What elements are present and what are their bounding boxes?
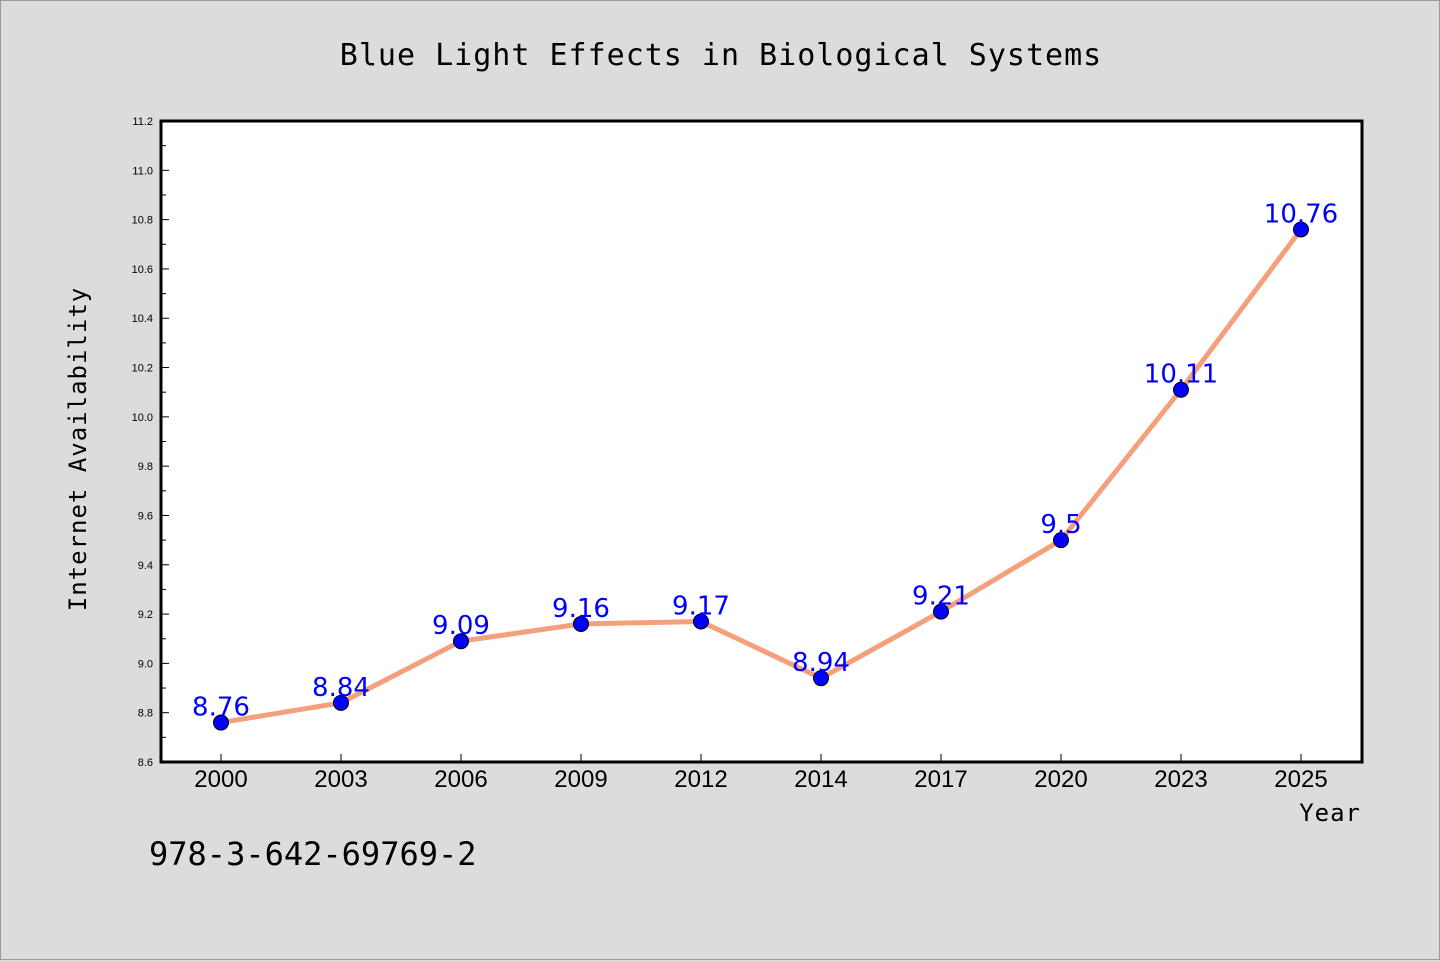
- y-tick-label: 11.0: [132, 165, 153, 177]
- plot-area: [159, 119, 1364, 764]
- y-tick-label: 9.2: [138, 609, 153, 621]
- data-markers: [213, 221, 1309, 731]
- isbn-code: 978-3-642-69769-2: [149, 835, 477, 873]
- data-point: [693, 613, 709, 630]
- data-point: [453, 633, 469, 650]
- data-label: 9.5: [1040, 510, 1081, 540]
- data-point: [213, 714, 229, 731]
- x-tick-label: 2025: [1274, 766, 1327, 793]
- data-label: 8.76: [192, 693, 250, 723]
- data-point: [573, 615, 589, 632]
- x-tick-label: 2003: [314, 766, 367, 793]
- data-point: [1173, 381, 1189, 398]
- data-label: 10.76: [1264, 199, 1338, 229]
- x-axis-title: Year: [1299, 799, 1361, 827]
- data-point: [933, 603, 949, 620]
- y-axis-title: Internet Availability: [64, 287, 92, 611]
- data-label: 10.11: [1144, 360, 1218, 390]
- data-point: [1053, 532, 1069, 549]
- x-tick-label: 2009: [554, 766, 607, 793]
- data-label: 9.16: [552, 594, 610, 624]
- data-label: 9.21: [912, 582, 970, 612]
- x-tick-label: 2017: [914, 766, 967, 793]
- data-point: [333, 694, 349, 711]
- y-tick-label: 11.2: [132, 116, 153, 128]
- x-tick-label: 2006: [434, 766, 487, 793]
- data-label: 8.84: [312, 673, 370, 703]
- data-point: [813, 670, 829, 687]
- data-point: [1293, 221, 1309, 238]
- y-tick-label: 8.8: [138, 708, 153, 720]
- x-tick-label: 2020: [1034, 766, 1087, 793]
- y-tick-label: 10.0: [132, 412, 153, 424]
- y-tick-label: 9.6: [138, 510, 153, 522]
- chart-title: Blue Light Effects in Biological Systems: [340, 38, 1102, 73]
- y-tick-label: 8.6: [138, 757, 153, 769]
- data-labels: 8.76 8.84 9.09 9.16 9.17 8.94 9.21 9.5 10.11 10.7…: [192, 199, 1338, 722]
- data-label: 9.17: [672, 591, 730, 621]
- x-axis: 2000 2003 2006 2009 2012 2014 2017 2020 2023 2025: [194, 754, 1328, 793]
- y-axis: 8.6 8.8 9.0 9.2 9.4 9.6 9.8 10.0 10.2 10.4 10.6 10.…: [132, 116, 169, 769]
- y-tick-label: 10.4: [132, 313, 153, 325]
- y-tick-label: 9.8: [138, 461, 153, 473]
- x-tick-label: 2014: [794, 766, 847, 793]
- y-tick-label: 9.4: [138, 560, 153, 572]
- y-tick-label: 10.6: [132, 264, 153, 276]
- data-label: 9.09: [432, 611, 490, 641]
- x-tick-label: 2023: [1154, 766, 1207, 793]
- y-tick-label: 10.8: [132, 215, 153, 227]
- series-line: [218, 226, 1304, 726]
- x-tick-label: 2012: [674, 766, 727, 793]
- data-label: 8.94: [792, 648, 850, 678]
- y-tick-label: 9.0: [138, 658, 153, 670]
- y-tick-label: 10.2: [132, 363, 153, 375]
- x-tick-label: 2000: [194, 766, 247, 793]
